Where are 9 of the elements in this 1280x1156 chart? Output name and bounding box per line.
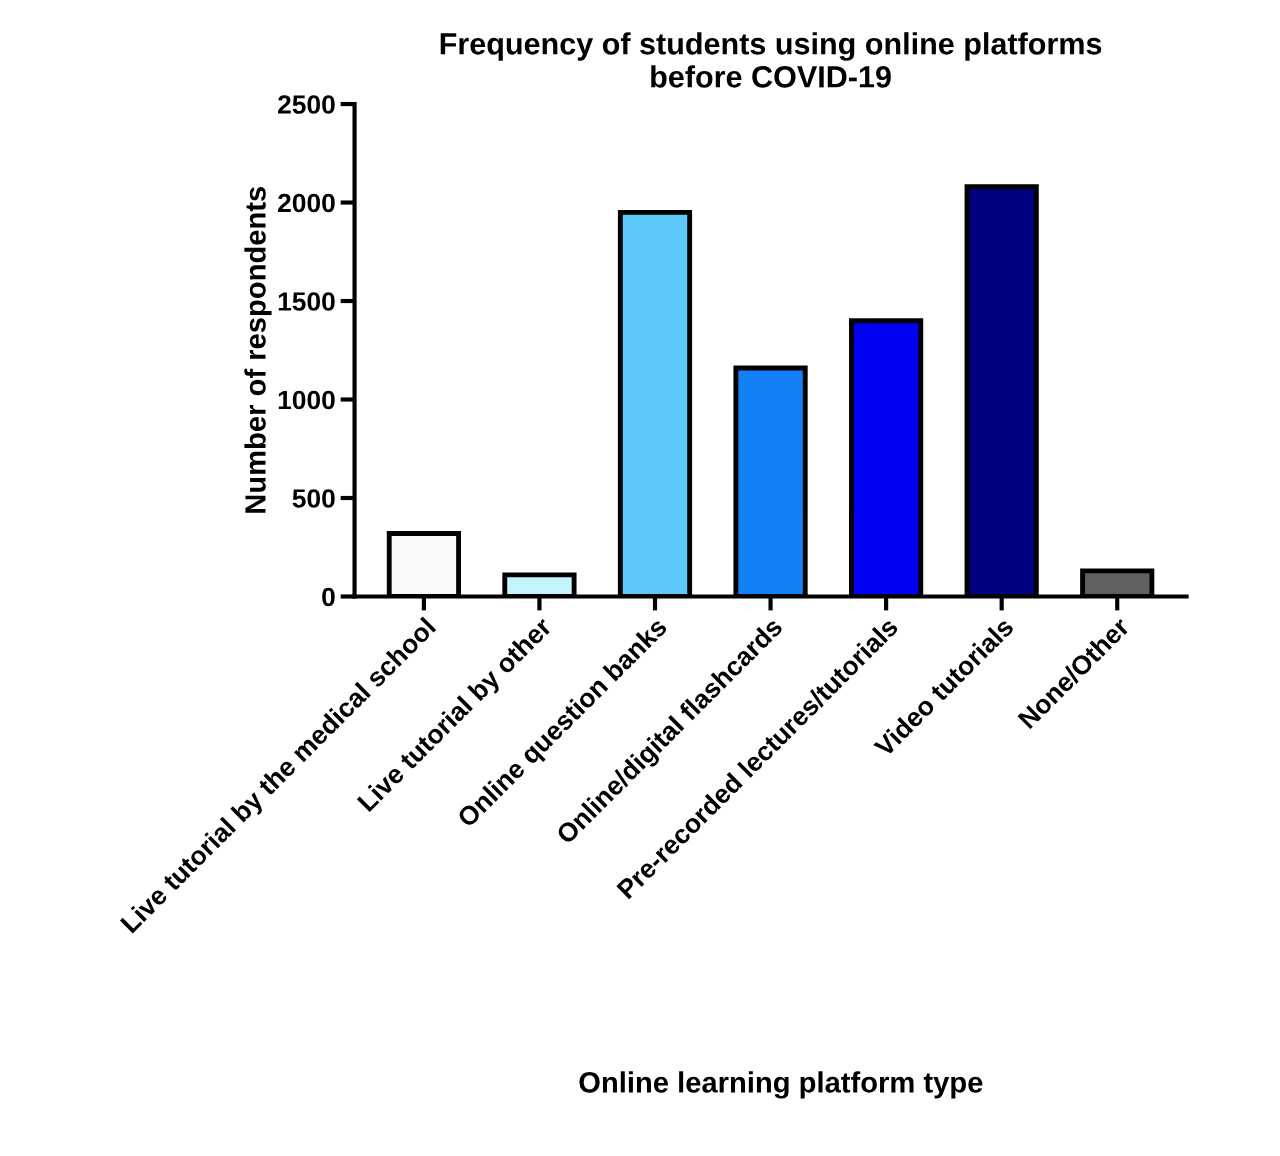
y-tick-label: 0 (322, 587, 335, 607)
y-tick-label: 1500 (278, 292, 335, 311)
y-tick-label: 2000 (278, 193, 335, 213)
x-axis-title: Online learning platform type (579, 1071, 983, 1099)
chart-title: Frequency of students using online platforms before COVID-19 (440, 32, 1102, 88)
y-axis-title: Number of respondents (244, 186, 272, 513)
y-tick-label: 500 (292, 489, 335, 508)
y-tick-label: 2500 (278, 95, 335, 114)
y-tick-label: 1000 (278, 390, 335, 410)
